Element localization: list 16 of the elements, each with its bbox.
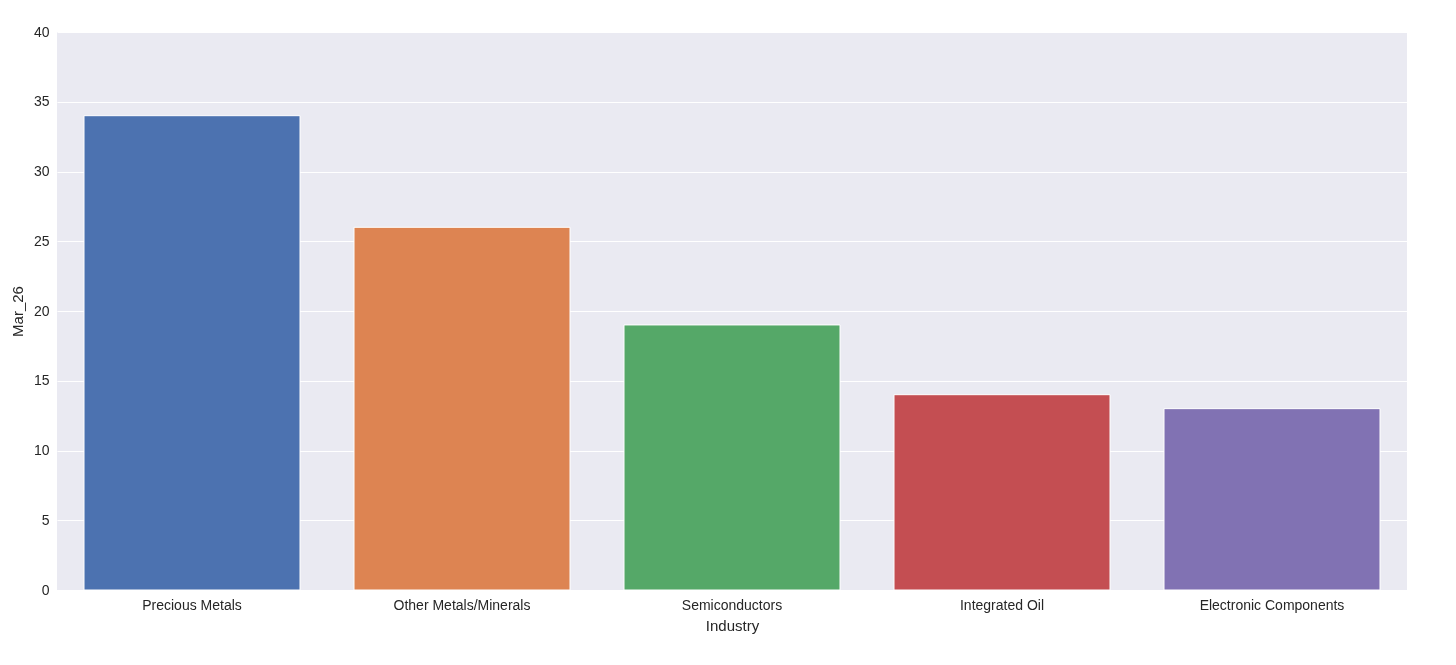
- y-tick-label: 40: [33, 23, 50, 40]
- y-axis-title: Mar_26: [8, 286, 26, 337]
- y-tick-label: 30: [33, 163, 50, 179]
- x-tick-label: Electronic Components: [1199, 596, 1345, 613]
- y-tick-label: 10: [33, 442, 50, 458]
- y-tick-label: 5: [41, 511, 50, 528]
- y-tick-label: 20: [33, 302, 50, 319]
- x-tick-label: Precious Metals: [142, 596, 242, 613]
- x-tick-label: Integrated Oil: [959, 596, 1045, 613]
- y-tick-label: 35: [33, 93, 50, 110]
- y-tick-label: 0: [41, 581, 50, 598]
- x-tick-label: Other Metals/Minerals: [393, 596, 531, 613]
- x-tick-label: Semiconductors: [681, 596, 783, 613]
- y-tick-label: 15: [33, 372, 50, 389]
- y-tick-label: 25: [33, 232, 50, 249]
- x-axis-title: Industry: [705, 616, 760, 634]
